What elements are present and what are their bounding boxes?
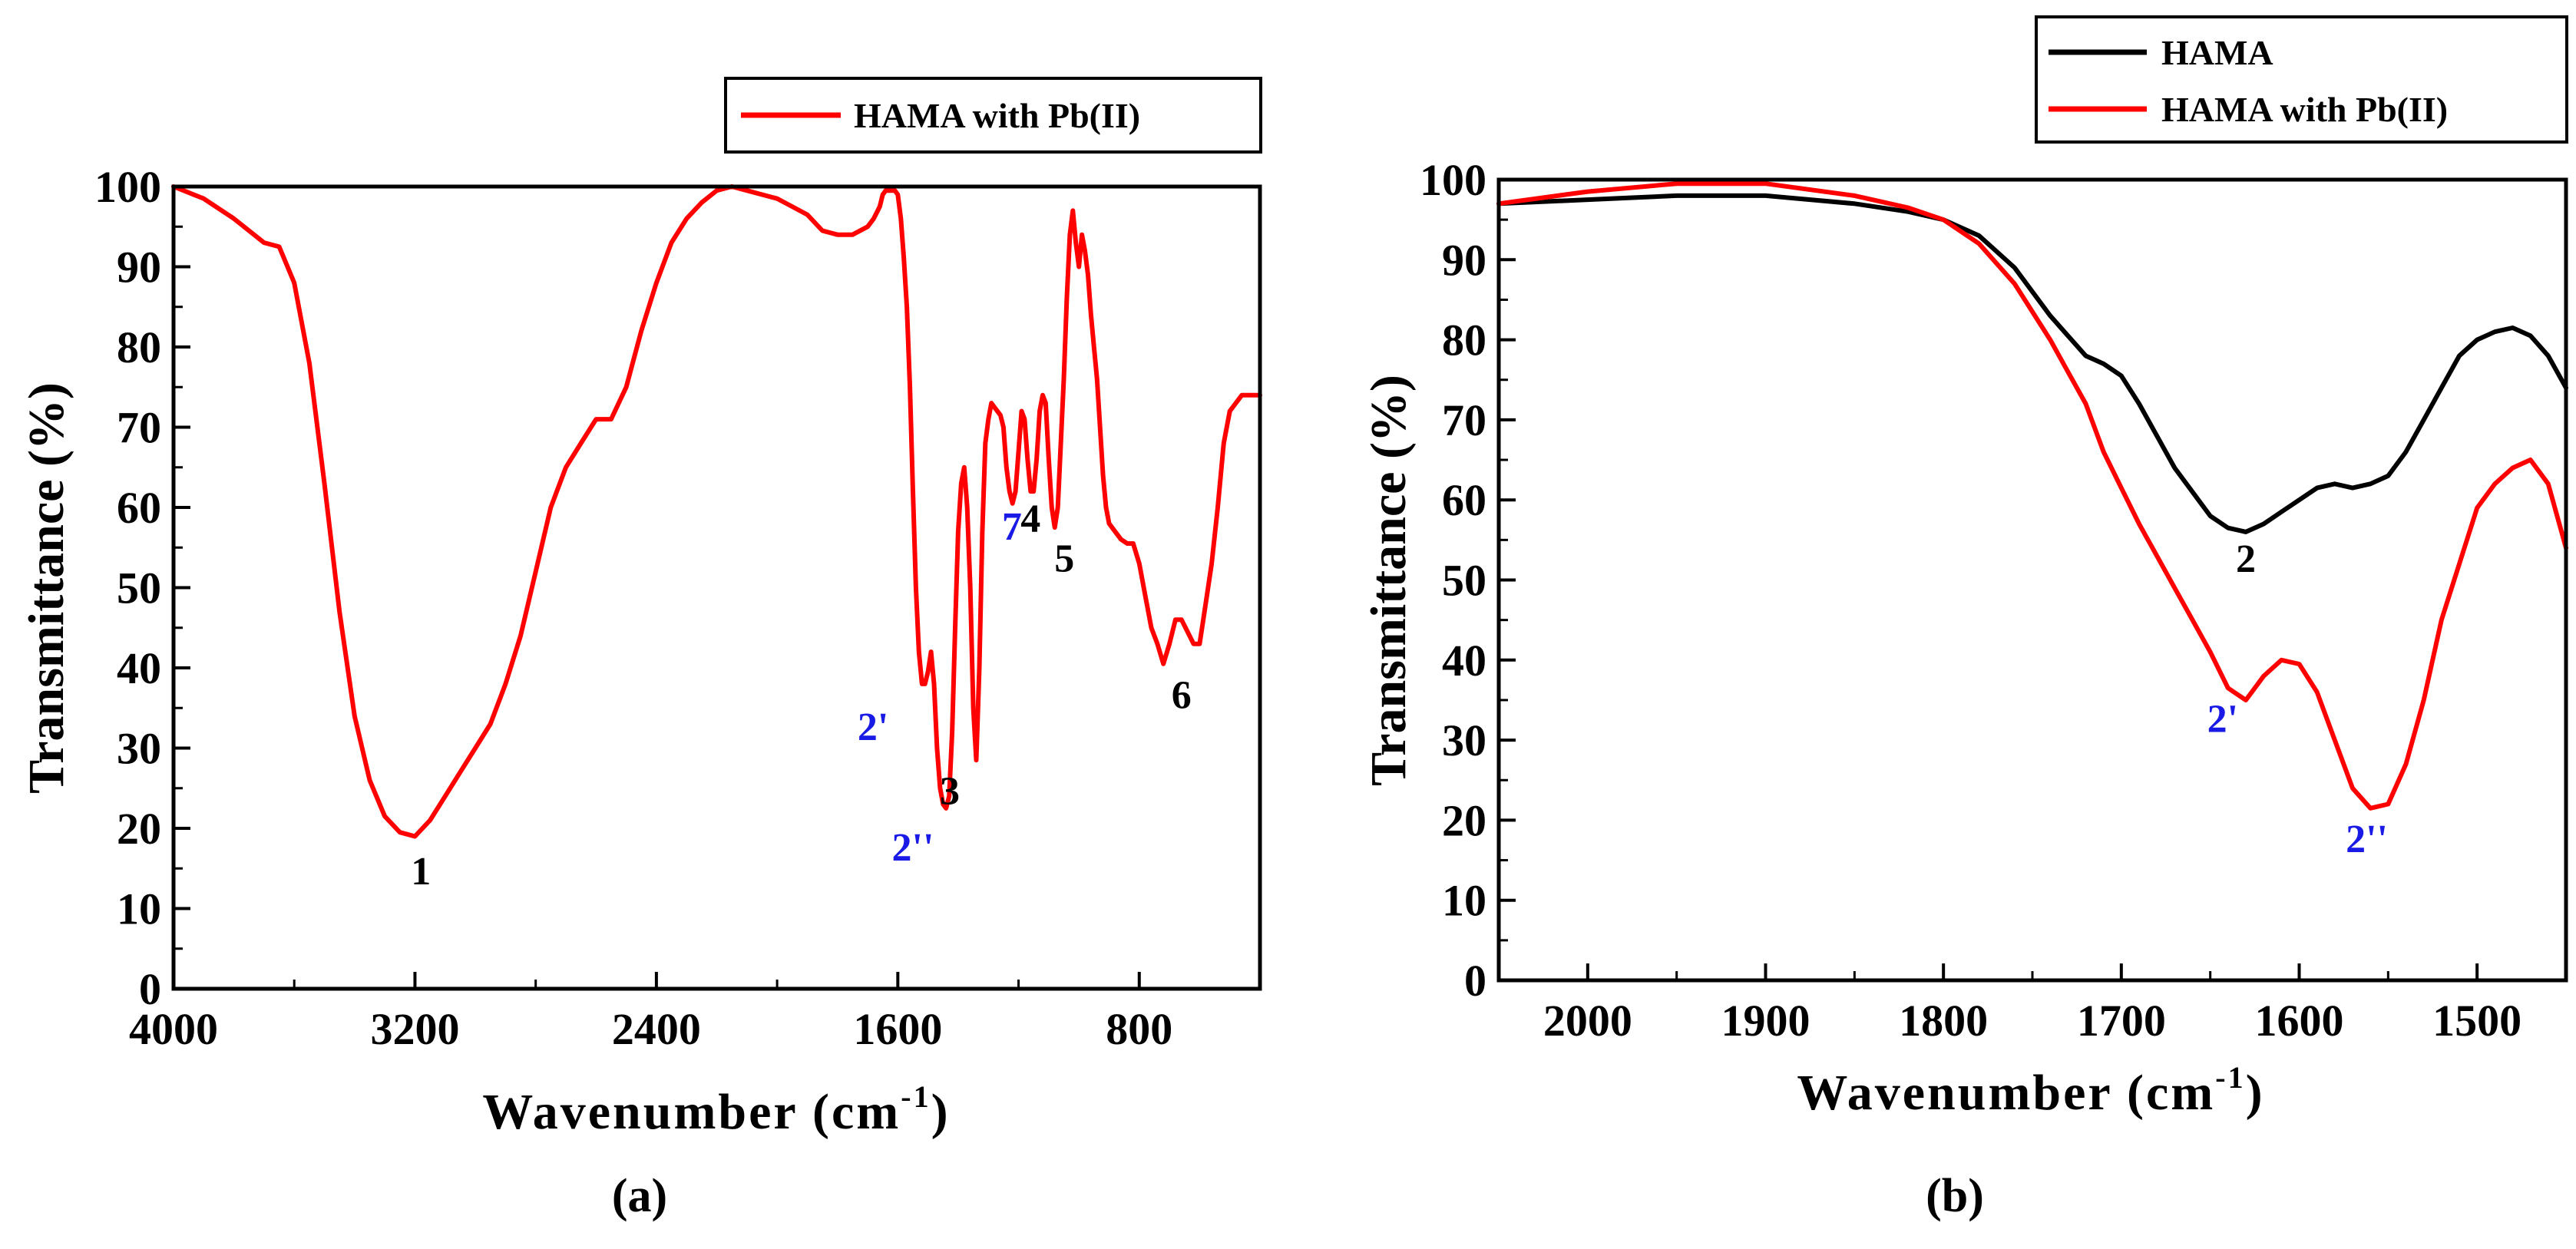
peak-label: 6: [1172, 673, 1192, 717]
peak-label: 2': [2207, 698, 2238, 742]
panel-b-y-axis-title: Transmittance (%): [1361, 375, 1417, 786]
series-line-hama-with-pb-ii: [1496, 181, 2568, 811]
x-tick-label: 1600: [2255, 996, 2344, 1046]
peak-label: 3: [940, 770, 960, 814]
panel-a-series: [171, 184, 1262, 839]
x-tick-label: 1800: [1899, 996, 1988, 1046]
panel-a-legend-box: [724, 77, 1262, 154]
panel-b-ticks: [1497, 178, 2568, 982]
y-tick-label: 30: [1442, 715, 1486, 765]
panel-a-caption-open: (: [612, 1170, 628, 1222]
peak-label: 1: [411, 850, 431, 894]
panel-b-tick-labels: 0 10 20 30 40 50 60 70 80 90 100 2000 1900 1800 1700 16…: [1420, 155, 2521, 1046]
peak-label: 7: [1002, 505, 1022, 549]
peak-label: 2'': [2346, 818, 2388, 861]
y-tick-label: 50: [117, 563, 161, 613]
panel-b-caption-open: (: [1926, 1170, 1942, 1222]
series-line-hama: [1496, 193, 2568, 534]
panel-b-peak-labels: 2 2' 2'': [2207, 537, 2388, 861]
panel-b-series: [1496, 181, 2568, 811]
y-tick-label: 10: [1442, 876, 1486, 926]
y-tick-label: 60: [1442, 475, 1486, 525]
panel-b-legend-box: [2035, 15, 2568, 144]
panel-b-legend-label-hama: HAMA: [2161, 33, 2273, 72]
panel-b-legend: HAMA HAMA with Pb(II): [2035, 15, 2568, 144]
x-tick-label: 2000: [1543, 996, 1632, 1046]
series-line-hama-with-pb-ii: [171, 184, 1262, 839]
panel-a-y-axis-title: Transmittance (%): [18, 382, 74, 794]
peak-label: 5: [1054, 537, 1074, 581]
y-tick-label: 80: [1442, 316, 1486, 365]
panel-b-x-axis-title-main: Wavenumber (cm: [1797, 1065, 2215, 1121]
peak-label: 2': [858, 705, 888, 749]
panel-b: 0 10 20 30 40 50 60 70 80 90 100 2000 1900 1800 1700 16…: [1361, 15, 2568, 1222]
panel-b-legend-label-hama-pb: HAMA with Pb(II): [2161, 90, 2448, 129]
y-tick-label: 10: [117, 884, 161, 934]
peak-label: 4: [1020, 497, 1040, 540]
x-tick-label: 800: [1106, 1004, 1172, 1054]
peak-label: 2: [2236, 537, 2256, 581]
panel-a-plot-frame: [171, 184, 1262, 991]
x-tick-label: 1600: [853, 1004, 942, 1054]
y-tick-label: 20: [1442, 795, 1486, 845]
panel-b-x-axis-title-sup: -1: [2215, 1060, 2245, 1095]
panel-a-peak-labels: 1 2' 2''3 745 6: [411, 497, 1192, 894]
x-tick-label: 1500: [2432, 996, 2521, 1046]
x-tick-label: 3200: [370, 1004, 459, 1054]
y-tick-label: 20: [117, 804, 161, 854]
y-tick-label: 60: [117, 483, 161, 533]
y-tick-label: 70: [117, 403, 161, 453]
y-tick-label: 0: [1464, 956, 1486, 1006]
panel-a-x-axis-title-end: ): [931, 1084, 951, 1140]
y-tick-label: 70: [1442, 395, 1486, 445]
y-tick-label: 30: [117, 724, 161, 774]
y-tick-label: 80: [117, 322, 161, 372]
panel-a-x-axis-title-main: Wavenumber (cm: [482, 1084, 901, 1140]
peak-label: 2'': [892, 826, 934, 870]
y-tick-label: 100: [1420, 155, 1486, 205]
panel-b-x-axis-title-end: ): [2246, 1065, 2265, 1121]
x-tick-label: 4000: [129, 1004, 218, 1054]
panel-b-caption-letter: b: [1942, 1170, 1968, 1222]
panel-a-x-axis-title: Wavenumber (cm-1): [482, 1079, 950, 1140]
panel-b-x-axis-title: Wavenumber (cm-1): [1797, 1060, 2264, 1121]
panel-a-legend: HAMA with Pb(II): [724, 77, 1262, 154]
y-tick-label: 0: [139, 964, 161, 1014]
y-tick-label: 90: [117, 243, 161, 292]
y-tick-label: 100: [94, 162, 161, 212]
x-tick-label: 1700: [2077, 996, 2166, 1046]
panel-a-x-axis-title-sup: -1: [901, 1079, 931, 1114]
y-tick-label: 90: [1442, 235, 1486, 285]
panel-b-caption: (b): [1926, 1170, 1984, 1222]
y-tick-label: 40: [1442, 636, 1486, 686]
panel-a: 0 10 20 30 40 50 60 70 80 90 100 4000 3200 2400 1600 80…: [18, 77, 1262, 1222]
panel-b-caption-close: ): [1968, 1170, 1984, 1222]
panel-a-caption-close: ): [652, 1170, 668, 1222]
y-tick-label: 50: [1442, 556, 1486, 606]
y-tick-label: 40: [117, 643, 161, 693]
panel-a-caption: (a): [612, 1170, 667, 1222]
x-tick-label: 1900: [1721, 996, 1810, 1046]
panel-a-caption-letter: a: [628, 1170, 652, 1222]
x-tick-label: 2400: [612, 1004, 701, 1054]
panel-a-tick-labels: 0 10 20 30 40 50 60 70 80 90 100 4000 3200 2400 1600 80…: [94, 162, 1172, 1054]
panel-a-legend-label-hama-pb: HAMA with Pb(II): [854, 96, 1140, 135]
panel-b-plot-frame: [1496, 177, 2568, 983]
